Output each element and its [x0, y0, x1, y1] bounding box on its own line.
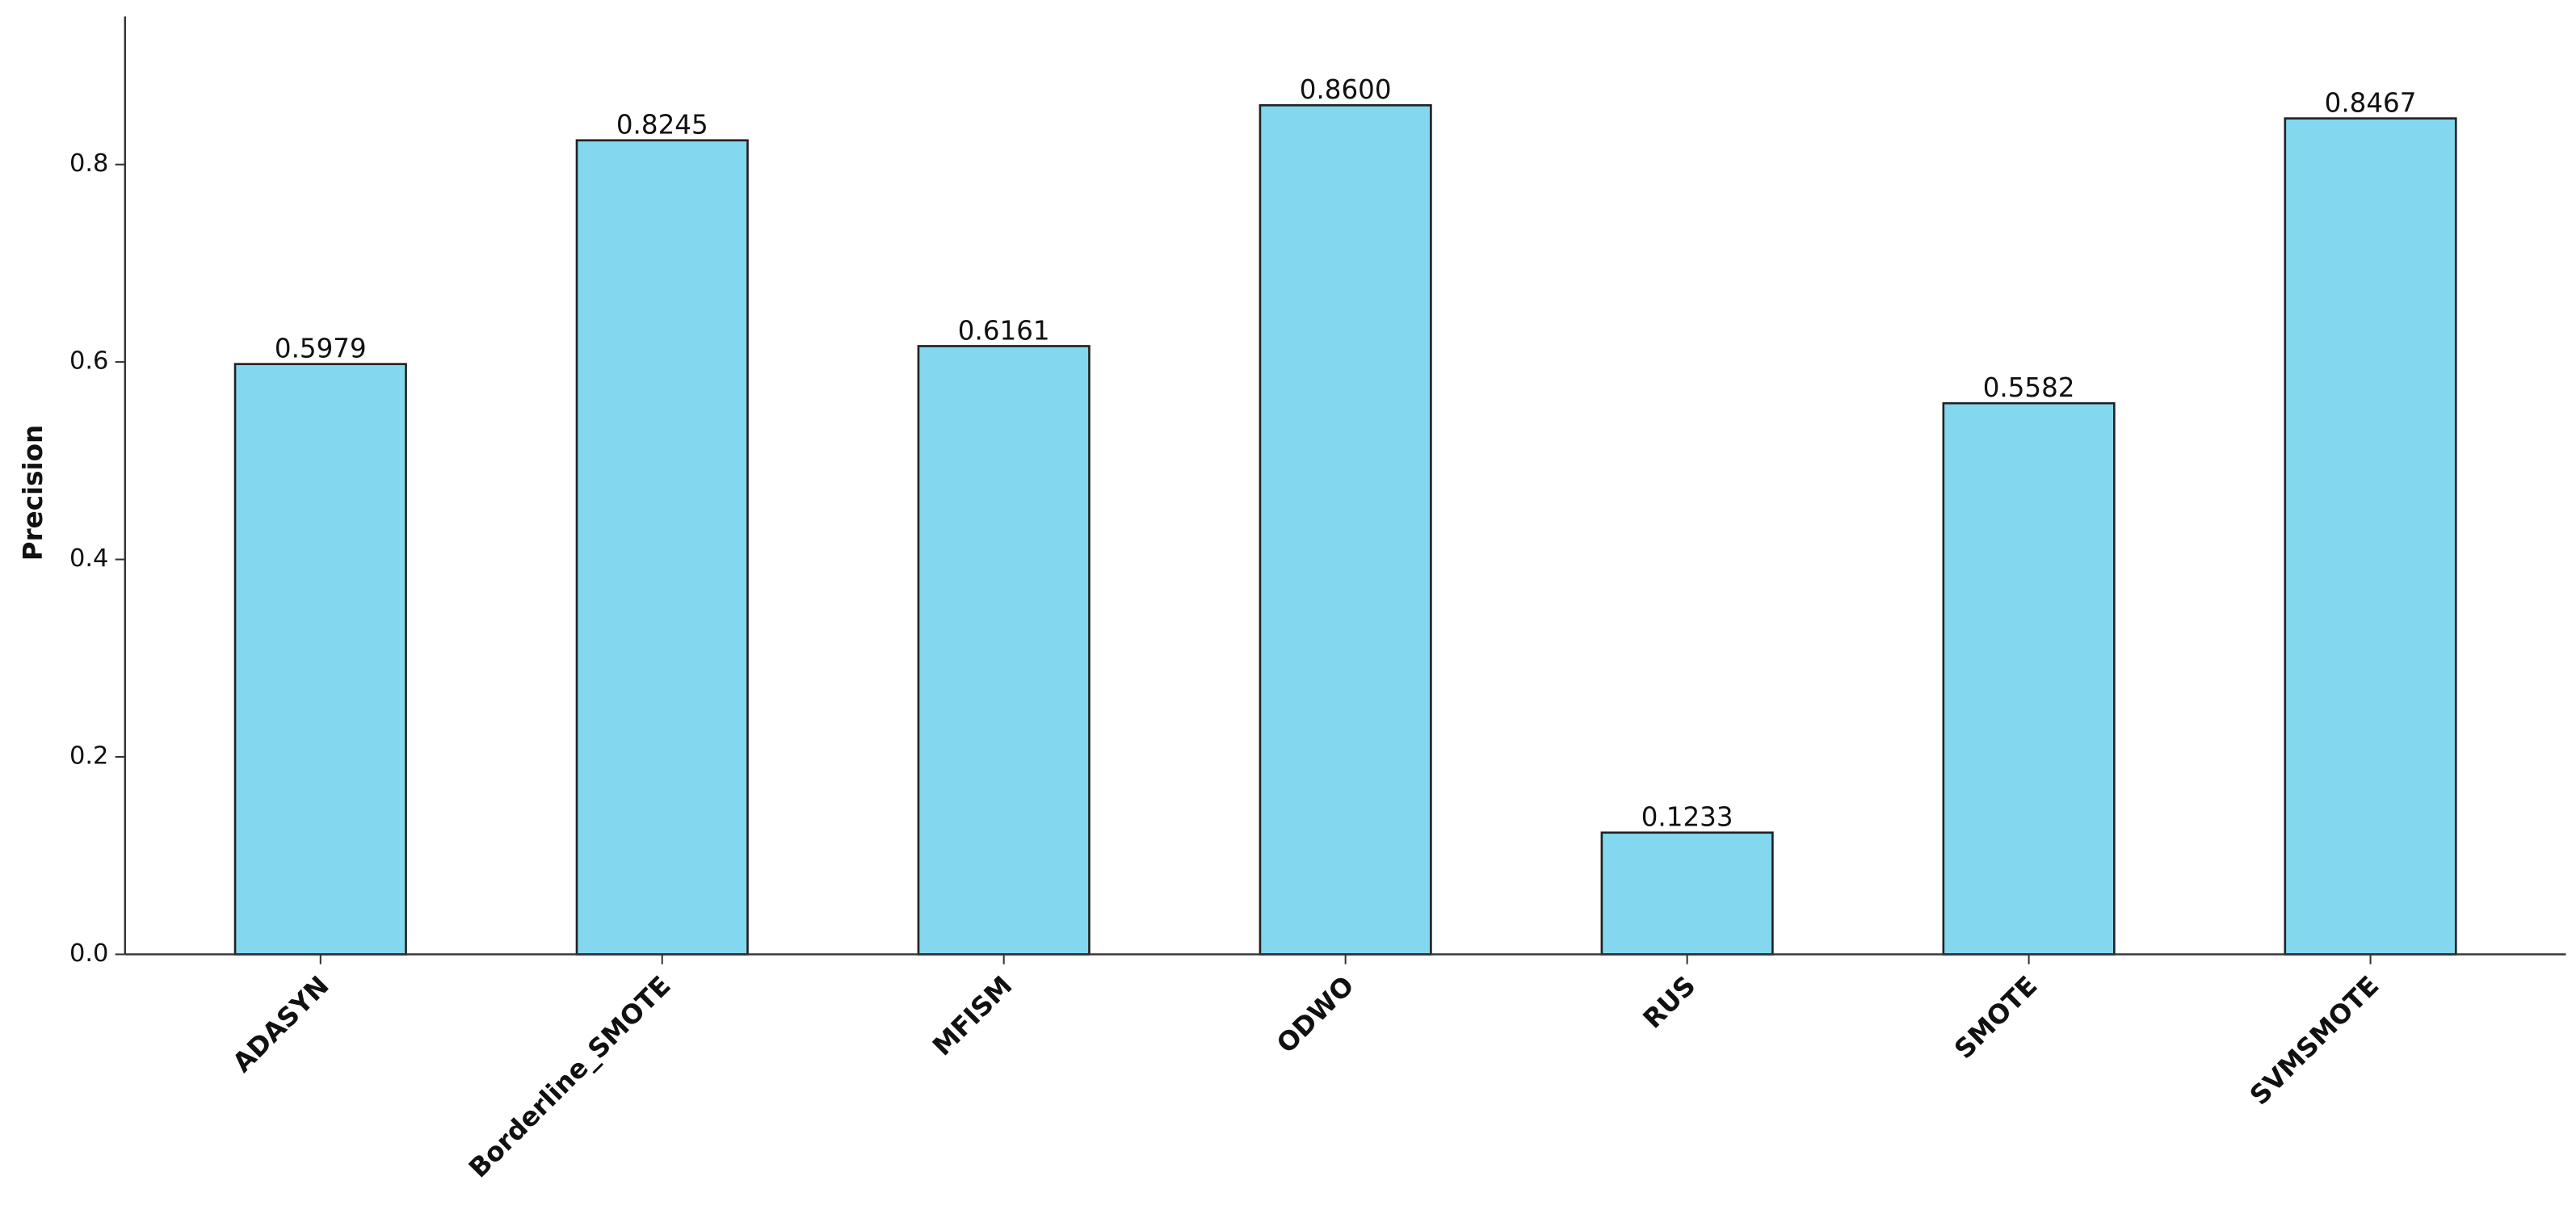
- x-tick-label: ADASYN: [227, 970, 335, 1078]
- value-label: 0.5582: [1983, 372, 2075, 403]
- x-tick-label: Borderline_SMOTE: [463, 970, 677, 1184]
- value-label: 0.8600: [1300, 74, 1392, 105]
- x-tick-label: SVMSMOTE: [2244, 970, 2385, 1111]
- y-tick-label: 0.2: [69, 742, 109, 771]
- y-tick-label: 0.4: [69, 544, 109, 573]
- y-tick-label: 0.0: [69, 939, 109, 968]
- value-label: 0.8467: [2325, 87, 2417, 118]
- x-tick-label: SMOTE: [1948, 970, 2043, 1065]
- bar: [575, 139, 749, 956]
- bar: [2284, 117, 2457, 956]
- bar: [1259, 104, 1432, 956]
- value-label: 0.8245: [616, 110, 708, 141]
- y-axis-label: Precision: [18, 425, 48, 561]
- bar: [1600, 831, 1774, 956]
- value-label: 0.5979: [275, 334, 367, 364]
- x-tick-label: RUS: [1637, 970, 1702, 1035]
- value-label: 0.6161: [958, 315, 1050, 346]
- y-tick-label: 0.8: [69, 149, 109, 178]
- bar: [917, 345, 1090, 956]
- value-label: 0.1233: [1641, 802, 1733, 833]
- x-tick-label: MFISM: [927, 970, 1018, 1061]
- x-tick-label: ODWO: [1271, 970, 1359, 1059]
- bar: [233, 363, 407, 956]
- y-tick-label: 0.6: [69, 347, 109, 376]
- bar: [1942, 401, 2116, 956]
